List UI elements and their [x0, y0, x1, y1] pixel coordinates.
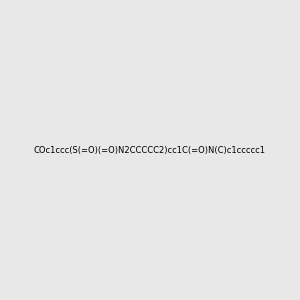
- Text: COc1ccc(S(=O)(=O)N2CCCCC2)cc1C(=O)N(C)c1ccccc1: COc1ccc(S(=O)(=O)N2CCCCC2)cc1C(=O)N(C)c1…: [34, 146, 266, 154]
